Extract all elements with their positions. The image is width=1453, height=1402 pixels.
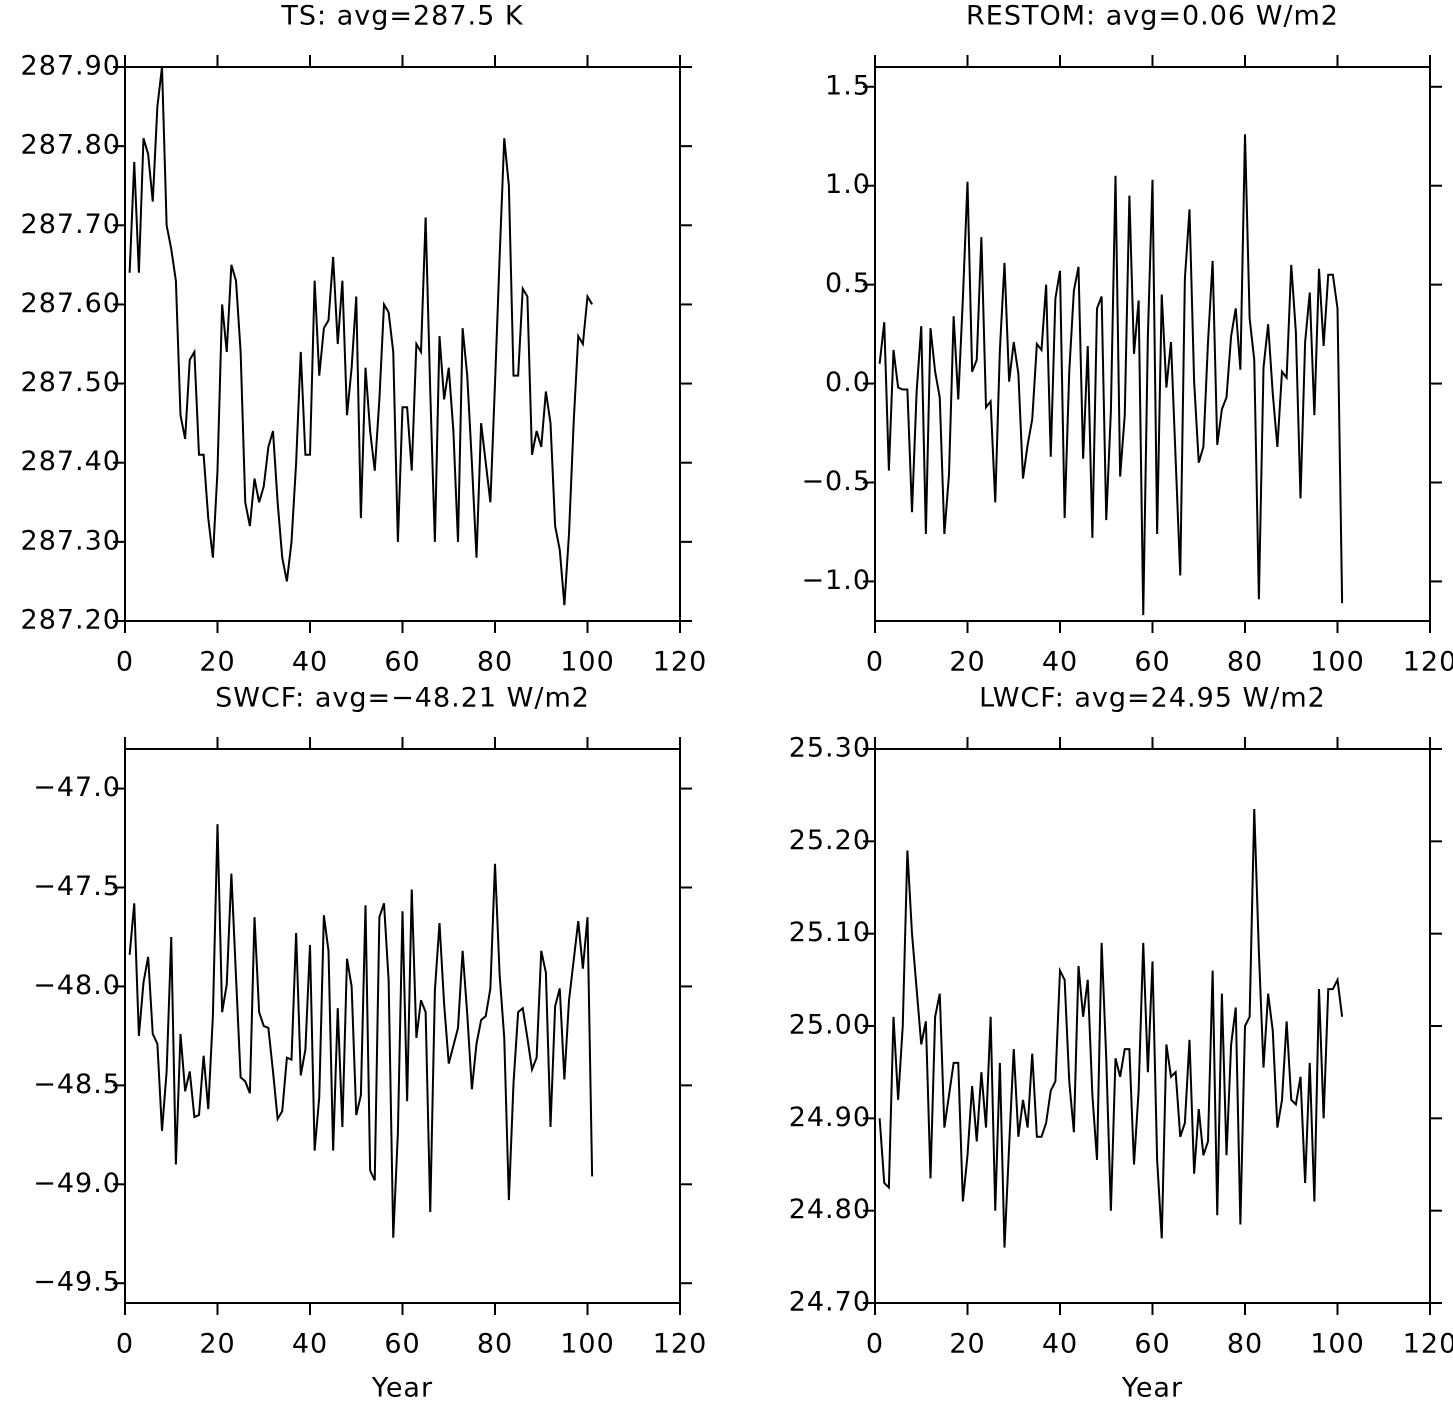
- panel-title: TS: avg=287.5 K: [280, 1, 523, 32]
- y-tick-label: 287.90: [21, 51, 121, 82]
- x-axis-label: Year: [371, 1373, 433, 1402]
- data-line: [878, 134, 1344, 616]
- y-tick-label: 1.5: [825, 70, 871, 101]
- x-tick-label: 40: [292, 647, 328, 678]
- y-tick-label: 25.30: [789, 733, 871, 764]
- data-line: [128, 824, 594, 1238]
- panel-title: SWCF: avg=−48.21 W/m2: [215, 683, 590, 714]
- x-tick-label: 20: [949, 1329, 985, 1360]
- y-tick-label: 287.50: [21, 367, 121, 398]
- x-tick-label: 0: [866, 1329, 884, 1360]
- x-tick-label: 120: [653, 647, 708, 678]
- plot-frame: [874, 66, 1431, 622]
- x-tick-label: 20: [949, 647, 985, 678]
- data-line: [128, 66, 593, 606]
- x-tick-label: 80: [477, 1329, 513, 1360]
- plot-frame: [874, 748, 1431, 1304]
- x-tick-label: 120: [653, 1329, 708, 1360]
- x-tick-label: 40: [292, 1329, 328, 1360]
- y-tick-label: −49.0: [33, 1168, 121, 1199]
- y-tick-label: 24.80: [789, 1194, 871, 1225]
- x-tick-label: 120: [1403, 647, 1453, 678]
- x-tick-label: 80: [1227, 1329, 1263, 1360]
- y-tick-label: 287.60: [21, 288, 121, 319]
- x-axis-label: Year: [1121, 1373, 1183, 1402]
- x-tick-label: 60: [384, 647, 420, 678]
- y-tick-label: 1.0: [825, 169, 871, 200]
- x-tick-label: 0: [116, 647, 134, 678]
- y-tick-label: −47.0: [33, 772, 121, 803]
- y-tick-label: −49.5: [33, 1267, 121, 1298]
- y-tick-label: −48.5: [33, 1069, 121, 1100]
- y-tick-label: 287.20: [21, 605, 121, 636]
- data-line: [878, 808, 1344, 1248]
- x-tick-label: 0: [116, 1329, 134, 1360]
- x-tick-label: 60: [1134, 1329, 1170, 1360]
- x-tick-label: 100: [560, 1329, 615, 1360]
- x-tick-label: 80: [1227, 647, 1263, 678]
- y-tick-label: 24.70: [789, 1287, 871, 1318]
- y-tick-label: −47.5: [33, 871, 121, 902]
- y-tick-label: 0.5: [825, 268, 871, 299]
- y-tick-label: 287.30: [21, 525, 121, 556]
- x-tick-label: 40: [1042, 1329, 1078, 1360]
- panel-title: LWCF: avg=24.95 W/m2: [979, 683, 1326, 714]
- y-tick-label: 287.80: [21, 130, 121, 161]
- panel-title: RESTOM: avg=0.06 W/m2: [966, 1, 1339, 32]
- x-tick-label: 80: [477, 647, 513, 678]
- y-tick-label: 25.00: [789, 1010, 871, 1041]
- plot-frame: [124, 748, 681, 1304]
- x-tick-label: 60: [1134, 647, 1170, 678]
- x-tick-label: 100: [1310, 1329, 1365, 1360]
- x-tick-label: 100: [1310, 647, 1365, 678]
- y-tick-label: −1.0: [801, 565, 871, 596]
- x-tick-label: 120: [1403, 1329, 1453, 1360]
- y-tick-label: 25.10: [789, 917, 871, 948]
- y-tick-label: −0.5: [801, 466, 871, 497]
- plot-frame: [124, 66, 681, 622]
- x-tick-label: 40: [1042, 647, 1078, 678]
- x-tick-label: 0: [866, 647, 884, 678]
- y-tick-label: −48.0: [33, 970, 121, 1001]
- x-tick-label: 60: [384, 1329, 420, 1360]
- x-tick-label: 20: [199, 1329, 235, 1360]
- y-tick-label: 25.20: [789, 825, 871, 856]
- x-tick-label: 20: [199, 647, 235, 678]
- y-tick-label: 0.0: [825, 367, 871, 398]
- y-tick-label: 287.40: [21, 446, 121, 477]
- y-tick-label: 24.90: [789, 1102, 871, 1133]
- x-tick-label: 100: [560, 647, 615, 678]
- y-tick-label: 287.70: [21, 209, 121, 240]
